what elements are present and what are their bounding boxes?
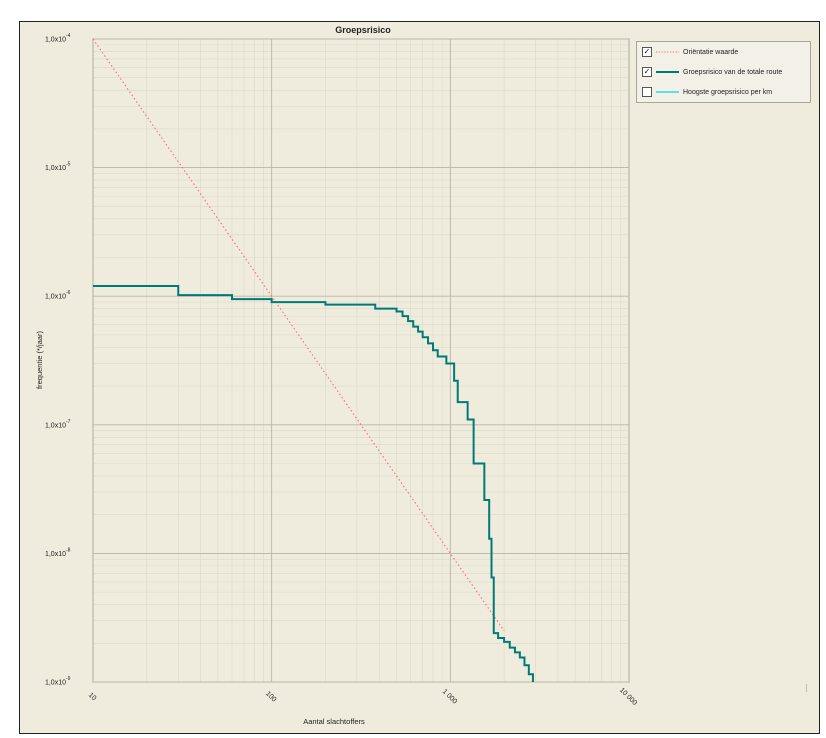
- legend-item-orientatie[interactable]: ✓ Oriëntatie waarde: [642, 45, 738, 59]
- y-tick-exponent: -5: [66, 162, 71, 168]
- y-tick-label: 1,0x10: [45, 680, 66, 687]
- y-tick-label: 1,0x10: [45, 165, 66, 172]
- chart-title: Groepsrisico: [335, 25, 391, 35]
- y-tick-label: 1,0x10: [45, 37, 66, 44]
- y-tick-exponent: -8: [66, 547, 71, 553]
- legend-checkbox-hoogste-per-km[interactable]: [642, 87, 652, 97]
- legend-swatch-orientatie: [656, 51, 679, 53]
- legend-label: Oriëntatie waarde: [683, 48, 739, 56]
- resize-grip[interactable]: [806, 684, 809, 692]
- minor-grid: [93, 39, 629, 682]
- y-tick-exponent: -6: [66, 290, 71, 296]
- series-layer: [92, 38, 534, 682]
- legend-swatch-totale-route: [656, 71, 679, 73]
- legend-label: Hoogste groepsrisico per km: [683, 88, 773, 96]
- y-tick-label: 1,0x10: [45, 422, 66, 429]
- y-tick-exponent: -7: [66, 419, 71, 425]
- legend-checkbox-totale-route[interactable]: ✓: [642, 67, 652, 77]
- x-tick-label: 100: [264, 690, 277, 703]
- y-tick-label: 1,0x10: [45, 551, 66, 558]
- y-tick-label: 1,0x10: [45, 294, 66, 301]
- x-tick-label: 10 000: [618, 687, 638, 707]
- legend-item-totale-route[interactable]: ✓ Groepsrisico van de totale route: [642, 65, 782, 79]
- series-line-totale-route: [93, 285, 534, 682]
- legend-item-hoogste-per-km[interactable]: Hoogste groepsrisico per km: [642, 85, 772, 99]
- major-grid: [92, 38, 630, 683]
- legend: ✓ Oriëntatie waarde ✓ Groepsrisico van d…: [636, 41, 811, 103]
- y-tick-exponent: -9: [66, 676, 71, 682]
- y-axis-title: frequentie (*/jaar): [35, 331, 44, 389]
- x-tick-label: 10: [87, 692, 98, 703]
- x-axis-title: Aantal slachtoffers: [303, 717, 365, 726]
- legend-swatch-hoogste-per-km: [656, 91, 679, 93]
- y-tick-exponent: -4: [66, 33, 71, 39]
- legend-label: Groepsrisico van de totale route: [683, 68, 783, 76]
- x-tick-label: 1 000: [441, 688, 458, 705]
- plot-area: [92, 38, 630, 683]
- series-line-orientatie: [92, 38, 505, 632]
- legend-checkbox-orientatie[interactable]: ✓: [642, 47, 652, 57]
